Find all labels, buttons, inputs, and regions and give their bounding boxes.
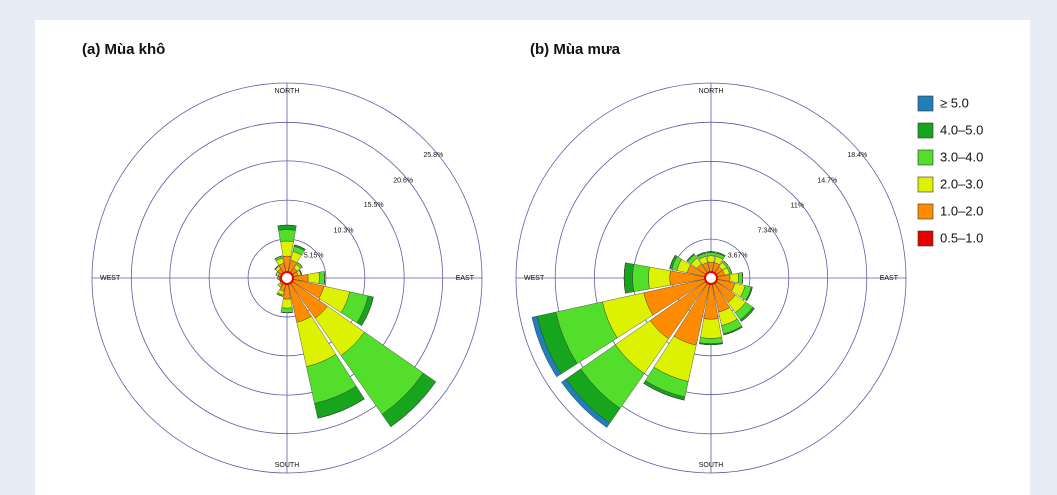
petal-segment bbox=[275, 271, 278, 276]
petal-segment bbox=[280, 312, 294, 313]
petal-segment bbox=[279, 279, 281, 283]
petal-segment bbox=[307, 272, 320, 284]
petal-segment bbox=[531, 315, 562, 378]
petal-segment bbox=[317, 398, 365, 419]
petal-segment bbox=[700, 318, 722, 339]
direction-label: NORTH bbox=[699, 88, 724, 95]
direction-label: EAST bbox=[456, 275, 475, 282]
r-tick-label: 20.6% bbox=[393, 177, 413, 184]
legend-swatch bbox=[917, 176, 934, 193]
legend-swatch bbox=[917, 149, 934, 166]
legend-swatch bbox=[917, 95, 934, 112]
panel bbox=[35, 20, 1030, 495]
petal-segment bbox=[729, 272, 739, 284]
petal-segment bbox=[561, 378, 611, 428]
r-tick-label: 14.7% bbox=[817, 177, 837, 184]
petal-segment bbox=[390, 381, 436, 427]
chart-title: (b) Mùa mưa bbox=[530, 41, 621, 58]
petal-segment bbox=[706, 255, 716, 263]
r-tick-label: 15.5% bbox=[364, 202, 384, 209]
r-tick-label: 25.8% bbox=[423, 152, 443, 159]
petal-segment bbox=[706, 252, 716, 257]
petal-segment bbox=[623, 262, 635, 294]
petal-segment bbox=[299, 269, 302, 275]
legend-label: 4.0–5.0 bbox=[940, 122, 983, 137]
direction-label: EAST bbox=[880, 275, 899, 282]
r-tick-label: 7.34% bbox=[758, 227, 778, 234]
legend-label: ≥ 5.0 bbox=[940, 95, 969, 110]
legend-label: 1.0–2.0 bbox=[940, 203, 983, 218]
petal-segment bbox=[741, 308, 755, 322]
petal-segment bbox=[623, 262, 626, 294]
direction-label: WEST bbox=[100, 275, 121, 282]
petal-segment bbox=[716, 251, 726, 256]
calm-circle bbox=[704, 271, 718, 285]
petal-segment bbox=[277, 224, 297, 231]
petal-segment bbox=[318, 271, 325, 285]
r-tick-label: 11% bbox=[790, 202, 804, 209]
petal-segment bbox=[699, 343, 723, 345]
legend-label: 0.5–1.0 bbox=[940, 230, 983, 245]
r-tick-label: 18.4% bbox=[847, 152, 867, 159]
direction-label: WEST bbox=[524, 275, 545, 282]
r-tick-label: 10.3% bbox=[334, 227, 354, 234]
chart-title: (a) Mùa khô bbox=[82, 41, 165, 58]
legend-label: 3.0–4.0 bbox=[940, 149, 983, 164]
petal-segment bbox=[280, 307, 294, 313]
calm-circle bbox=[280, 271, 294, 285]
direction-label: SOUTH bbox=[699, 462, 724, 469]
petal-segment bbox=[723, 326, 743, 336]
legend-swatch bbox=[917, 230, 934, 247]
petal-segment bbox=[281, 298, 293, 309]
legend-label: 2.0–3.0 bbox=[940, 176, 983, 191]
petal-segment bbox=[699, 337, 723, 344]
petal-segment bbox=[632, 263, 650, 293]
legend-swatch bbox=[917, 122, 934, 139]
direction-label: SOUTH bbox=[275, 462, 300, 469]
direction-label: NORTH bbox=[275, 88, 300, 95]
petal-segment bbox=[737, 272, 743, 284]
r-tick-label: 3.67% bbox=[728, 252, 748, 259]
r-tick-label: 5.15% bbox=[304, 252, 324, 259]
petal-segment bbox=[324, 271, 325, 285]
legend-swatch bbox=[917, 203, 934, 220]
petal-segment bbox=[278, 229, 296, 242]
petal-segment bbox=[648, 266, 671, 290]
petal-segment bbox=[276, 293, 283, 297]
